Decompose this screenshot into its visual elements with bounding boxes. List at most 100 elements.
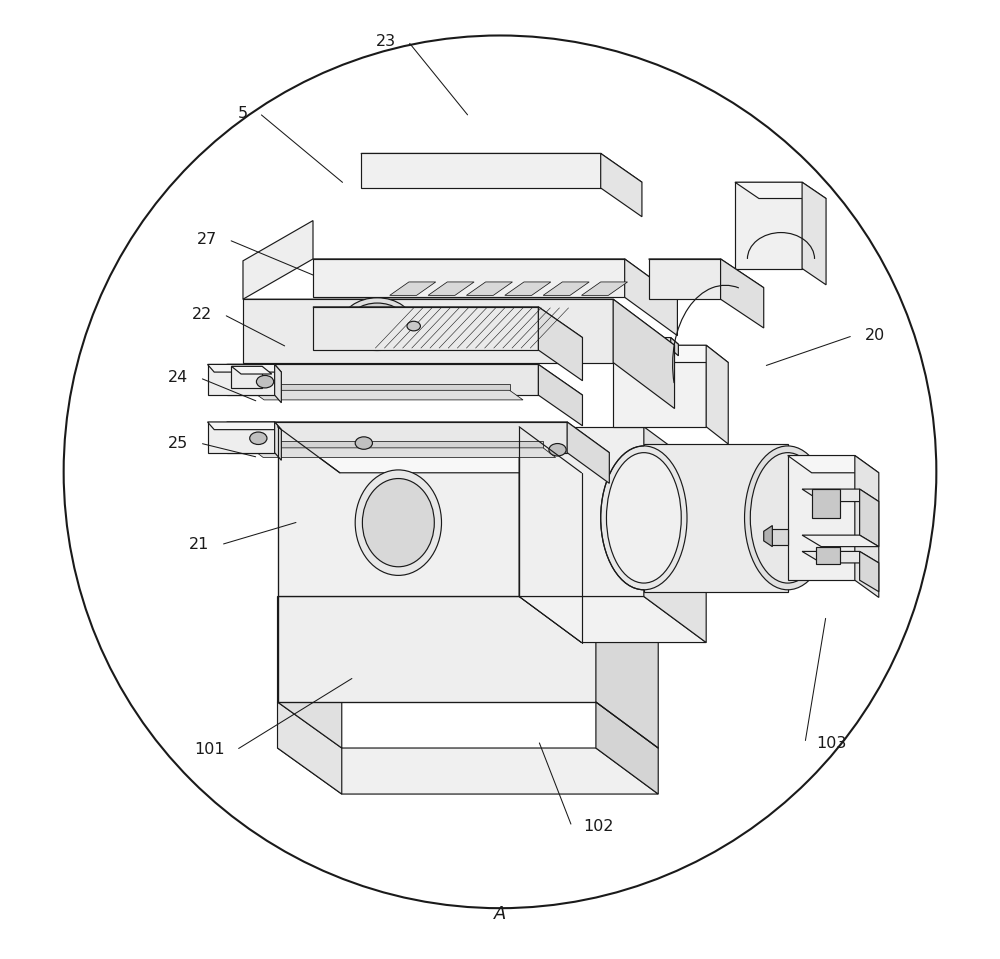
Ellipse shape <box>407 321 420 331</box>
Polygon shape <box>208 422 281 430</box>
Ellipse shape <box>348 303 407 345</box>
Polygon shape <box>613 345 706 427</box>
Polygon shape <box>644 427 706 643</box>
Polygon shape <box>313 259 677 297</box>
Polygon shape <box>243 299 613 363</box>
Polygon shape <box>227 364 582 395</box>
Polygon shape <box>230 425 258 447</box>
Polygon shape <box>543 282 589 295</box>
Polygon shape <box>243 299 675 345</box>
Ellipse shape <box>750 453 825 583</box>
Polygon shape <box>802 535 879 547</box>
Polygon shape <box>243 221 313 299</box>
Text: A: A <box>494 904 506 923</box>
Polygon shape <box>582 282 628 295</box>
Polygon shape <box>855 456 879 597</box>
Polygon shape <box>721 259 764 328</box>
Ellipse shape <box>745 446 831 590</box>
Polygon shape <box>652 338 671 349</box>
Polygon shape <box>649 259 764 288</box>
Ellipse shape <box>549 443 566 456</box>
Polygon shape <box>802 182 826 285</box>
Polygon shape <box>390 282 436 295</box>
Polygon shape <box>278 427 582 473</box>
Polygon shape <box>313 259 625 297</box>
Polygon shape <box>519 427 644 596</box>
Polygon shape <box>601 153 642 217</box>
Ellipse shape <box>355 436 372 449</box>
Polygon shape <box>227 422 567 453</box>
Text: 103: 103 <box>816 736 847 751</box>
Polygon shape <box>208 364 275 395</box>
Ellipse shape <box>362 479 434 567</box>
Polygon shape <box>231 366 272 374</box>
Text: 101: 101 <box>194 742 225 758</box>
Polygon shape <box>505 282 551 295</box>
Polygon shape <box>466 282 512 295</box>
Polygon shape <box>596 702 658 794</box>
Polygon shape <box>208 422 275 453</box>
Polygon shape <box>816 547 840 564</box>
Text: 5: 5 <box>238 105 248 121</box>
Text: 24: 24 <box>168 370 188 386</box>
Polygon shape <box>275 364 281 403</box>
Polygon shape <box>735 182 802 269</box>
Ellipse shape <box>256 375 274 388</box>
Polygon shape <box>227 364 538 395</box>
Text: 20: 20 <box>864 328 885 343</box>
Text: 102: 102 <box>583 819 614 834</box>
Polygon shape <box>251 390 523 400</box>
Polygon shape <box>278 596 596 702</box>
Polygon shape <box>788 456 879 473</box>
Polygon shape <box>802 551 879 563</box>
Polygon shape <box>278 427 519 596</box>
Polygon shape <box>860 551 879 592</box>
Polygon shape <box>625 259 677 336</box>
Polygon shape <box>519 427 582 643</box>
Polygon shape <box>361 153 642 182</box>
Polygon shape <box>428 282 474 295</box>
Polygon shape <box>596 596 658 748</box>
Text: 21: 21 <box>189 537 209 552</box>
Polygon shape <box>671 338 678 356</box>
Ellipse shape <box>250 432 267 444</box>
Polygon shape <box>802 489 879 502</box>
Polygon shape <box>313 307 582 338</box>
Polygon shape <box>613 299 675 409</box>
Polygon shape <box>538 364 582 426</box>
Ellipse shape <box>341 297 413 350</box>
Polygon shape <box>812 489 840 518</box>
Polygon shape <box>771 529 788 545</box>
Polygon shape <box>227 422 609 453</box>
Text: 25: 25 <box>168 435 188 451</box>
Text: 23: 23 <box>376 34 396 49</box>
Ellipse shape <box>355 470 442 575</box>
Polygon shape <box>208 364 281 372</box>
Polygon shape <box>251 448 556 457</box>
Polygon shape <box>275 422 281 460</box>
Polygon shape <box>613 345 728 363</box>
Ellipse shape <box>606 453 681 583</box>
Polygon shape <box>361 153 601 188</box>
Polygon shape <box>706 345 728 444</box>
Text: 27: 27 <box>197 232 217 247</box>
Circle shape <box>64 35 936 908</box>
Polygon shape <box>538 307 582 381</box>
Polygon shape <box>860 489 879 547</box>
Polygon shape <box>278 596 658 643</box>
Polygon shape <box>251 384 510 393</box>
Ellipse shape <box>601 446 687 590</box>
Polygon shape <box>519 596 706 643</box>
Polygon shape <box>649 259 721 299</box>
Polygon shape <box>788 456 855 580</box>
Polygon shape <box>313 307 538 350</box>
Text: 22: 22 <box>192 307 212 322</box>
Polygon shape <box>278 748 658 794</box>
Polygon shape <box>231 366 262 388</box>
Polygon shape <box>764 526 772 547</box>
Polygon shape <box>652 338 678 344</box>
Polygon shape <box>278 596 342 748</box>
Polygon shape <box>230 425 268 433</box>
Polygon shape <box>251 441 543 451</box>
Polygon shape <box>735 182 826 199</box>
